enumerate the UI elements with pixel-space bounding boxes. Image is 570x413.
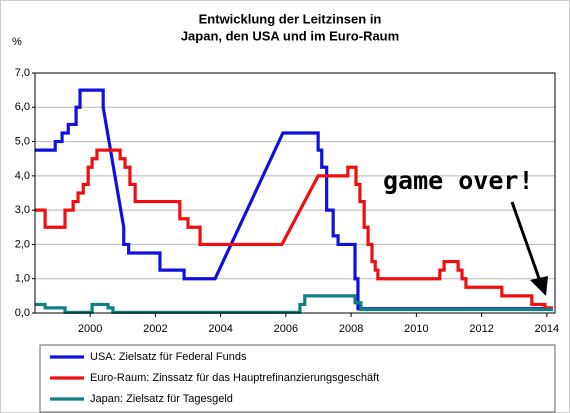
- series-line: [35, 148, 554, 310]
- legend-label: Japan: Zielsatz für Tagesgeld: [90, 393, 233, 405]
- plot-area: 0,0 1,0 2,0 3,0 4,0 5,0 6,0 7,0 2000 2002 2004 2006…: [15, 67, 559, 335]
- y-tick-label: 6,0: [15, 101, 30, 113]
- x-tick-label: 2006: [274, 323, 298, 335]
- x-tick-label: 2012: [469, 323, 493, 335]
- plot-background: [35, 73, 555, 313]
- y-tick-label: 4,0: [15, 170, 30, 182]
- x-tick-label: 2004: [208, 323, 232, 335]
- legend-box: [39, 344, 556, 413]
- chart-title: Entwicklung der Leitzinsen in: [199, 11, 382, 26]
- legend-label: USA: Zielsatz für Federal Funds: [90, 351, 247, 363]
- x-tick-label: 2008: [339, 323, 363, 335]
- x-tick-label: 2000: [78, 323, 102, 335]
- y-tick-label: 0,0: [15, 307, 30, 319]
- y-axis-label: %: [12, 36, 22, 48]
- arrow-head: [530, 276, 548, 296]
- y-tick-label: 3,0: [15, 204, 30, 216]
- x-tick-label: 2014: [535, 323, 559, 335]
- legend: USA: Zielsatz für Federal Funds Euro-Raum…: [39, 344, 556, 413]
- annotation: game over!: [383, 166, 534, 195]
- x-tick-label: 2010: [404, 323, 428, 335]
- y-tick-label: 5,0: [15, 135, 30, 147]
- chart-title: Japan, den USA und im Euro-Raum: [181, 28, 399, 43]
- series-line: [35, 294, 554, 314]
- y-tick-label: 1,0: [15, 273, 30, 285]
- plot-frame: [34, 72, 556, 314]
- y-tick-label: 2,0: [15, 238, 30, 250]
- arrow-shaft: [510, 201, 543, 285]
- x-tick-label: 2002: [143, 323, 167, 335]
- series-line: [35, 88, 553, 311]
- annotation-arrow: [510, 201, 548, 296]
- y-tick-label: 7,0: [15, 67, 30, 79]
- legend-label: Euro-Raum: Zinssatz für das Hauptrefinan…: [90, 372, 379, 384]
